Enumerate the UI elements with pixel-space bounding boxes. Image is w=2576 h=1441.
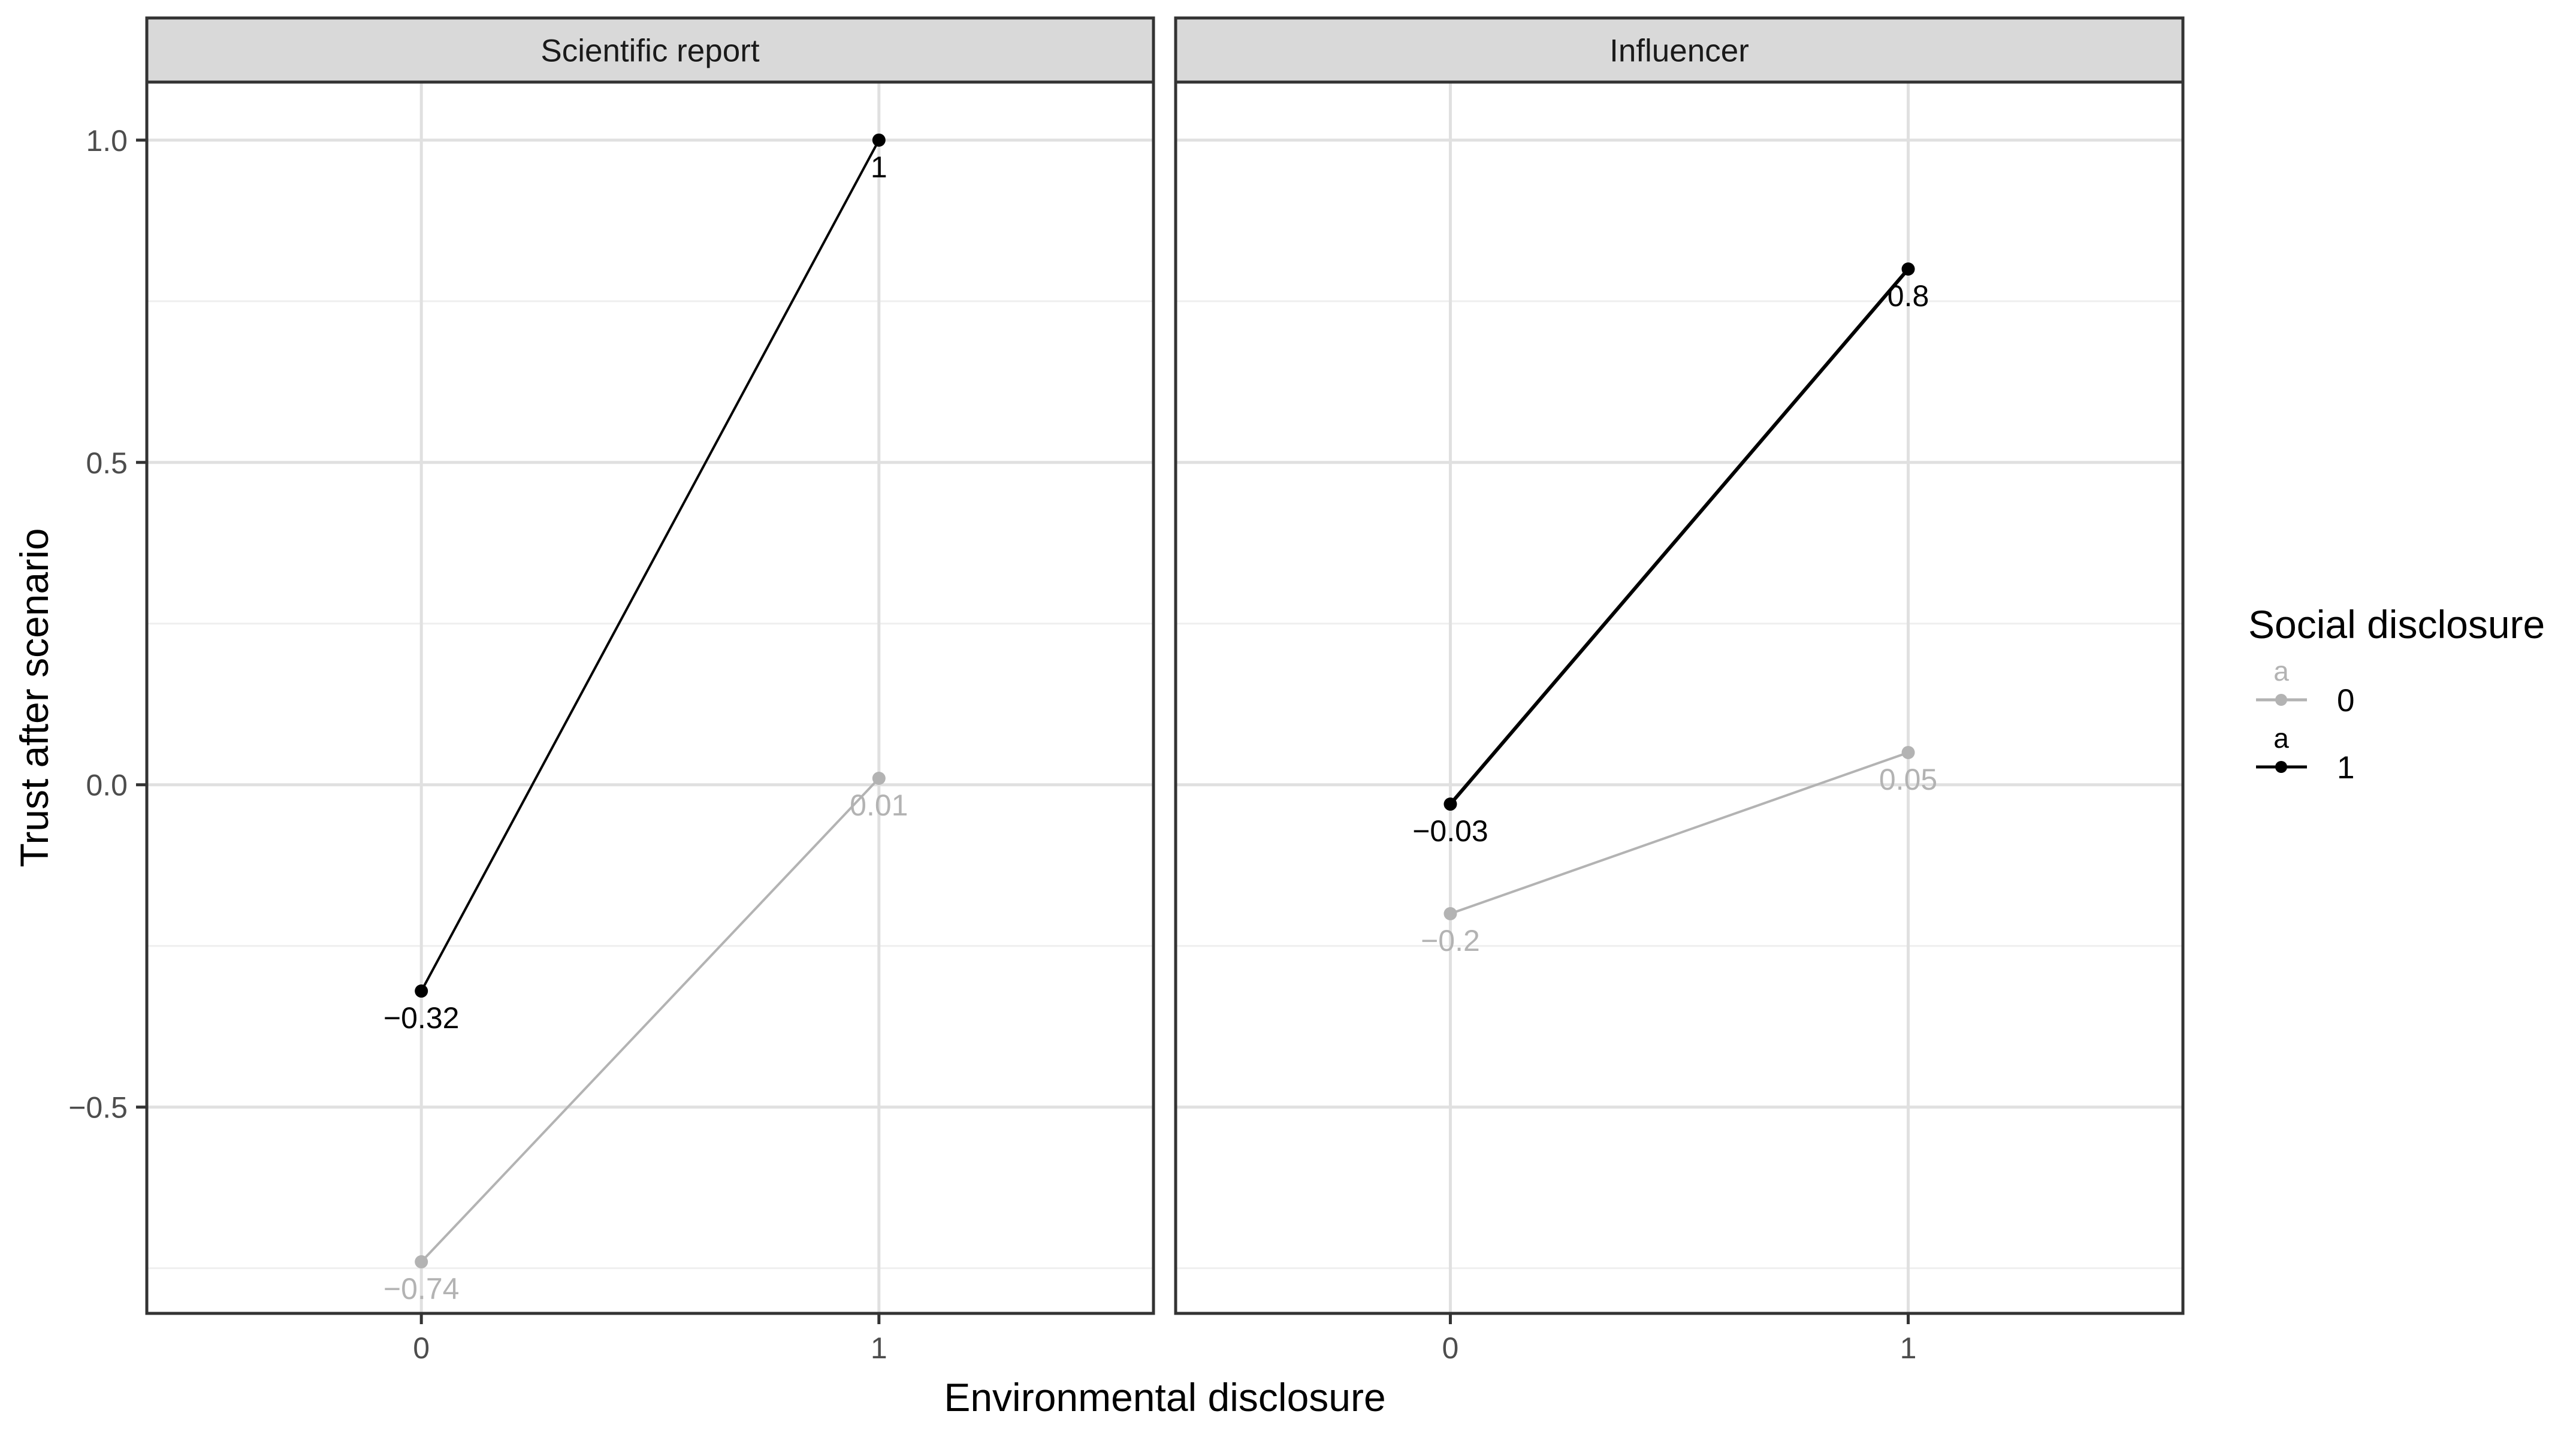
y-axis-title: Trust after scenario <box>12 528 56 867</box>
series-line-1 <box>420 139 880 992</box>
legend-entry-label: 0 <box>2337 683 2354 718</box>
legend-title: Social disclosure <box>2248 602 2545 647</box>
y-tick-label: −0.5 <box>68 1091 128 1125</box>
series-line-1 <box>1449 268 1910 805</box>
legend-key-point <box>2275 761 2287 773</box>
data-label: 0.05 <box>1879 763 1937 796</box>
legend-key-glyph-text: a <box>2273 655 2289 687</box>
y-tick-label: 0.0 <box>86 769 128 802</box>
data-point <box>872 771 886 785</box>
data-point <box>415 1255 428 1268</box>
data-point <box>1443 797 1457 811</box>
data-label: −0.32 <box>383 1001 460 1035</box>
legend-key-glyph-text: a <box>2273 723 2289 754</box>
data-label: 0.01 <box>850 789 908 822</box>
facet-strip <box>1174 16 2185 84</box>
data-label: −0.2 <box>1421 924 1480 957</box>
data-point <box>415 984 428 998</box>
facet-strip-label: Influencer <box>1609 34 1749 69</box>
legend-entry-label: 1 <box>2337 750 2354 786</box>
x-axis-title: Environmental disclosure <box>944 1375 1385 1419</box>
y-tick-label: 0.5 <box>86 446 128 480</box>
data-point <box>1901 262 1915 276</box>
data-point <box>872 133 886 147</box>
data-label: −0.03 <box>1412 814 1488 848</box>
data-point <box>1443 907 1457 920</box>
x-tick-label: 0 <box>1442 1331 1459 1365</box>
series-line-0 <box>1449 751 1909 915</box>
legend-key-point <box>2275 694 2287 706</box>
x-tick-label: 0 <box>413 1331 430 1365</box>
panel-background <box>1176 82 2183 1313</box>
panel-background <box>147 82 1153 1313</box>
data-label: 1 <box>871 150 887 184</box>
data-label: 0.8 <box>1888 279 1929 313</box>
facet-strip-label: Scientific report <box>540 34 760 69</box>
x-tick-label: 1 <box>871 1331 887 1365</box>
data-label: −0.74 <box>383 1272 460 1306</box>
x-tick-label: 1 <box>1900 1331 1917 1365</box>
data-point <box>1901 745 1915 759</box>
facet-strip <box>145 16 1155 84</box>
y-tick-label: 1.0 <box>86 124 128 158</box>
series-line-0 <box>420 777 880 1263</box>
